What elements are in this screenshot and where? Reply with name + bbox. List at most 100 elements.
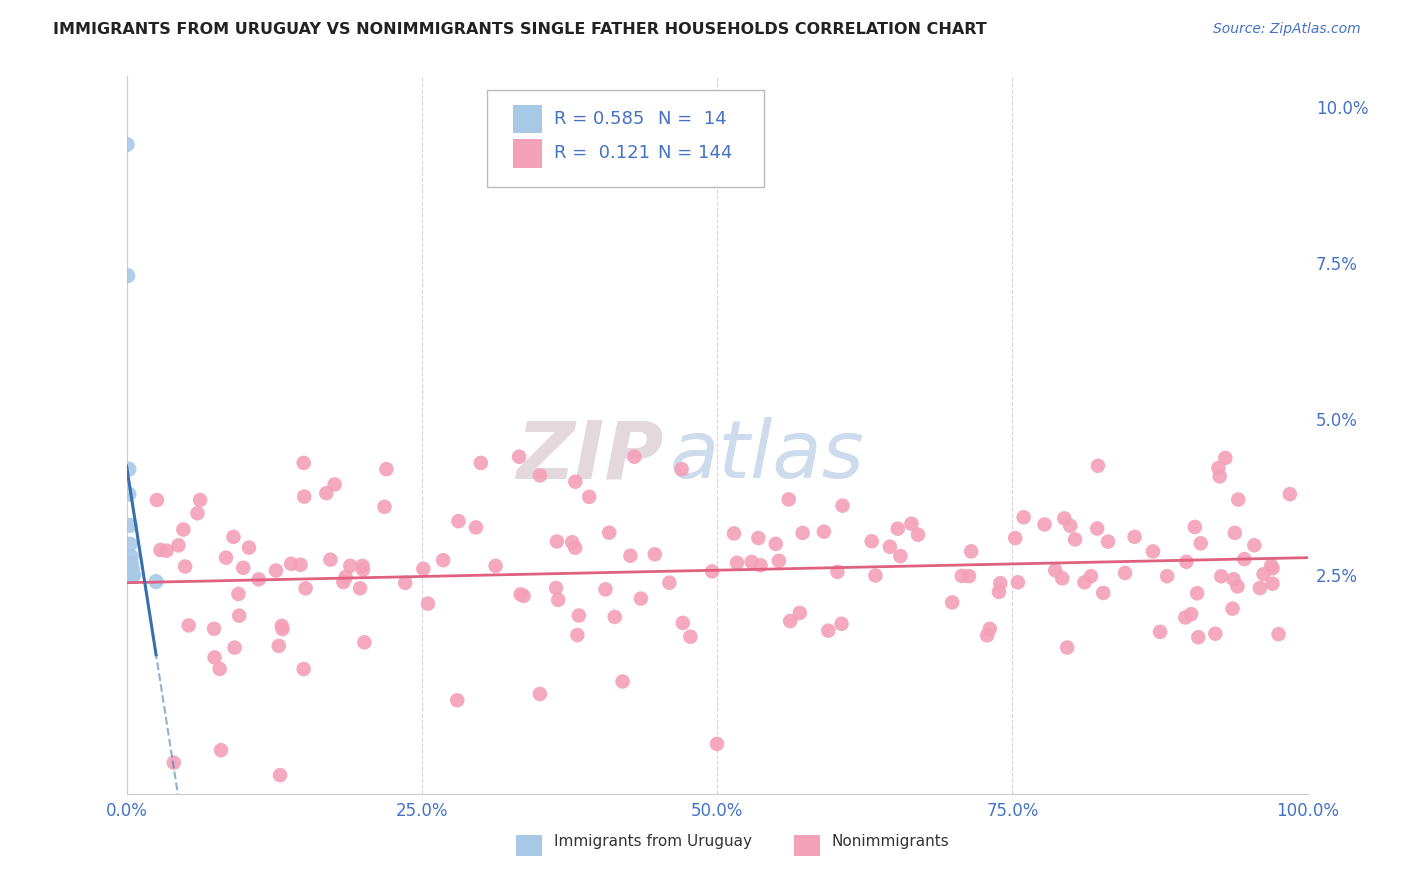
Point	[188, 493, 211, 508]
Text: R = 0.585: R = 0.585	[554, 110, 644, 128]
Point	[146, 493, 169, 508]
Point	[706, 737, 728, 751]
Point	[1278, 487, 1301, 501]
Point	[595, 582, 617, 597]
Point	[1080, 569, 1102, 583]
Point	[568, 608, 591, 623]
Point	[120, 537, 142, 551]
Point	[315, 486, 337, 500]
Point	[564, 475, 586, 489]
Point	[232, 561, 254, 575]
Point	[222, 530, 245, 544]
Point	[1260, 558, 1282, 573]
Point	[1059, 518, 1081, 533]
Point	[612, 674, 634, 689]
Point	[889, 549, 911, 563]
Point	[224, 640, 246, 655]
Point	[353, 635, 375, 649]
Point	[512, 589, 534, 603]
Point	[900, 516, 922, 531]
Point	[1050, 571, 1073, 585]
Point	[465, 520, 488, 534]
Point	[271, 622, 294, 636]
Point	[1064, 533, 1087, 547]
Text: Immigrants from Uruguay: Immigrants from Uruguay	[554, 835, 752, 849]
Point	[827, 565, 849, 579]
Point	[644, 547, 666, 561]
Point	[887, 522, 910, 536]
Point	[700, 565, 723, 579]
Point	[352, 558, 374, 573]
Point	[172, 523, 194, 537]
Point	[290, 558, 312, 572]
Point	[247, 573, 270, 587]
Point	[749, 558, 772, 573]
Text: atlas: atlas	[669, 417, 865, 495]
Point	[979, 622, 1001, 636]
Point	[529, 468, 551, 483]
Point	[860, 534, 883, 549]
Point	[120, 562, 142, 576]
Point	[1215, 450, 1237, 465]
Point	[117, 268, 139, 283]
Point	[941, 595, 963, 609]
Point	[267, 639, 290, 653]
Point	[280, 557, 302, 571]
Point	[352, 563, 374, 577]
Point	[118, 462, 141, 476]
Point	[163, 756, 186, 770]
Point	[319, 552, 342, 566]
Point	[292, 456, 315, 470]
Point	[1189, 536, 1212, 550]
Point	[447, 514, 470, 528]
Point	[120, 556, 142, 570]
Point	[547, 592, 569, 607]
Point	[679, 630, 702, 644]
Point	[1175, 555, 1198, 569]
Point	[1004, 531, 1026, 545]
FancyBboxPatch shape	[513, 139, 543, 168]
Point	[1222, 601, 1244, 615]
Point	[813, 524, 835, 539]
Point	[671, 462, 693, 476]
Point	[1085, 521, 1108, 535]
Point	[950, 569, 973, 583]
Point	[470, 456, 492, 470]
Point	[987, 585, 1010, 599]
Point	[332, 574, 354, 589]
Point	[1092, 586, 1115, 600]
Point	[432, 553, 454, 567]
Point	[121, 562, 143, 576]
Point	[1226, 579, 1249, 593]
Point	[349, 582, 371, 596]
Point	[120, 549, 142, 564]
Point	[1233, 552, 1256, 566]
Point	[202, 622, 225, 636]
Point	[792, 526, 814, 541]
Point	[567, 628, 589, 642]
Point	[1204, 626, 1226, 640]
Text: IMMIGRANTS FROM URUGUAY VS NONIMMIGRANTS SINGLE FATHER HOUSEHOLDS CORRELATION CH: IMMIGRANTS FROM URUGUAY VS NONIMMIGRANTS…	[53, 22, 987, 37]
Point	[394, 575, 416, 590]
Point	[1185, 586, 1208, 600]
Point	[509, 587, 531, 601]
Point	[1187, 630, 1209, 644]
Point	[598, 525, 620, 540]
Point	[658, 575, 681, 590]
Point	[529, 687, 551, 701]
Point	[619, 549, 641, 563]
Point	[1243, 538, 1265, 552]
Point	[323, 477, 346, 491]
Point	[373, 500, 395, 514]
Text: R =  0.121: R = 0.121	[554, 145, 650, 162]
Point	[292, 490, 315, 504]
FancyBboxPatch shape	[794, 835, 820, 856]
Point	[412, 562, 434, 576]
Point	[1087, 458, 1109, 473]
Point	[831, 616, 853, 631]
FancyBboxPatch shape	[486, 90, 765, 187]
Point	[723, 526, 745, 541]
Point	[1142, 544, 1164, 558]
Point	[879, 540, 901, 554]
FancyBboxPatch shape	[516, 835, 543, 856]
